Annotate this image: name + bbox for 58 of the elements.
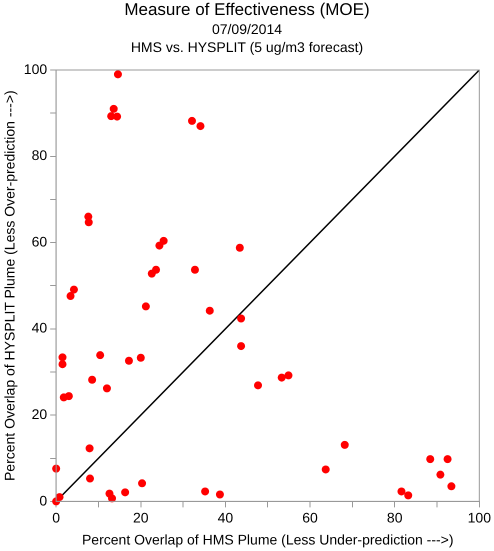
x-tick-label: 0 bbox=[52, 510, 60, 526]
x-tick-label: 60 bbox=[302, 510, 318, 526]
point bbox=[404, 491, 412, 500]
point bbox=[60, 393, 68, 402]
point bbox=[86, 474, 94, 483]
point bbox=[58, 353, 67, 362]
text: HMS vs. HYSPLIT (5 ug/m3 forecast) bbox=[130, 38, 364, 56]
point bbox=[190, 266, 199, 274]
point bbox=[136, 354, 145, 362]
point bbox=[322, 465, 330, 474]
point bbox=[216, 490, 224, 498]
point bbox=[155, 242, 164, 250]
point bbox=[340, 440, 349, 449]
point bbox=[102, 384, 111, 392]
point bbox=[236, 244, 244, 252]
x-tick-label: 40 bbox=[218, 510, 234, 526]
x-tick-label: 100 bbox=[468, 510, 492, 526]
point bbox=[58, 360, 67, 368]
point bbox=[196, 122, 204, 130]
point bbox=[84, 218, 93, 226]
point bbox=[237, 342, 246, 350]
y-axis-title: Percent Overlap of HYSPLIT Plume (Less Over-prediction --->) bbox=[1, 90, 18, 482]
point bbox=[444, 455, 452, 464]
point bbox=[138, 479, 146, 488]
y-tick-label: 20 bbox=[32, 406, 48, 422]
point bbox=[188, 116, 196, 125]
point bbox=[237, 314, 246, 322]
x-axis-title: Percent Overlap of HMS Plume (Less Under-prediction --->) bbox=[82, 531, 454, 548]
point bbox=[447, 482, 456, 490]
point bbox=[124, 356, 133, 365]
y-tick-label: 60 bbox=[32, 233, 48, 250]
point bbox=[88, 376, 96, 384]
point bbox=[254, 381, 262, 390]
y-tick-label: 40 bbox=[32, 320, 48, 336]
point bbox=[397, 487, 406, 496]
y-tick-label: 100 bbox=[24, 60, 48, 77]
point bbox=[284, 371, 292, 380]
point bbox=[113, 112, 122, 121]
chart-title: Measure of Effectiveness (MOE) bbox=[123, 0, 371, 20]
point bbox=[114, 70, 122, 78]
point bbox=[86, 444, 94, 452]
y-tick-label: 80 bbox=[32, 147, 48, 164]
point bbox=[70, 286, 78, 294]
point bbox=[121, 488, 130, 496]
point bbox=[148, 270, 156, 278]
point bbox=[110, 104, 118, 113]
x-tick-label: 80 bbox=[386, 510, 403, 526]
point bbox=[278, 374, 286, 382]
point bbox=[66, 292, 75, 300]
point bbox=[142, 302, 150, 310]
point bbox=[426, 455, 434, 464]
point bbox=[201, 487, 210, 496]
chart-subtitle: 07/09/2014 bbox=[210, 20, 284, 38]
y-tick-label: 0 bbox=[39, 492, 48, 508]
point bbox=[436, 470, 444, 479]
x-tick-label: 20 bbox=[133, 510, 149, 526]
point bbox=[96, 351, 104, 360]
point bbox=[206, 306, 214, 315]
